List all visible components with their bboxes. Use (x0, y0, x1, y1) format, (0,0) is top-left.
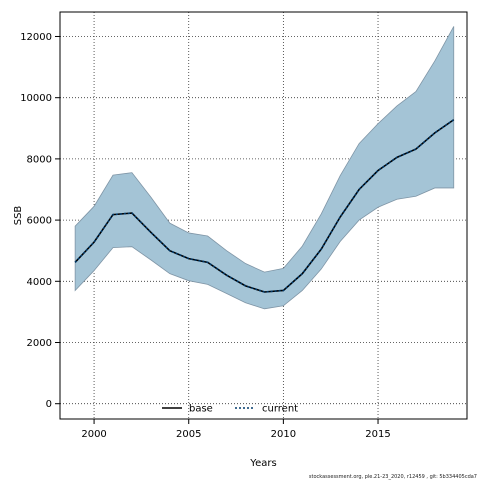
y-tick-label: 4000 (27, 277, 52, 288)
y-tick-label: 10000 (20, 93, 52, 104)
y-tick-label: 2000 (27, 338, 52, 349)
confidence-band (74, 26, 455, 310)
x-tick-label: 2000 (81, 429, 106, 440)
x-tick-label: 2010 (271, 429, 296, 440)
y-axis-label: SSB (13, 206, 24, 226)
y-tick-label: 6000 (27, 216, 52, 227)
y-tick-label: 8000 (27, 154, 52, 165)
x-axis: 2000 2005 2010 2015 (81, 419, 391, 440)
plot-frame (59, 11, 468, 420)
footer-note: stockassessment.org, ple.21-23_2020, r12… (309, 474, 477, 480)
legend: base current (162, 404, 298, 415)
x-tick-label: 2015 (365, 429, 390, 440)
y-tick-label: 0 (46, 399, 52, 410)
series-line-current (74, 119, 455, 293)
legend-label-current: current (262, 404, 298, 415)
x-tick-label: 2005 (176, 429, 201, 440)
legend-label-base: base (189, 404, 213, 415)
y-tick-label: 12000 (20, 32, 52, 43)
x-axis-label: Years (249, 458, 276, 469)
series-lines (74, 119, 455, 293)
y-axis: 0 2000 4000 6000 8000 10000 12000 (20, 32, 60, 410)
